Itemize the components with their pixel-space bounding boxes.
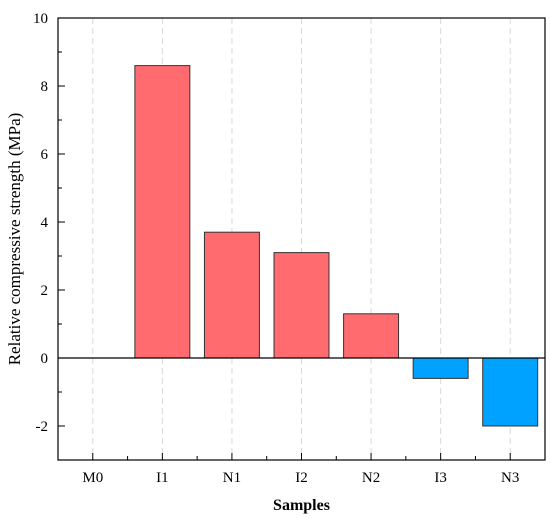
- y-axis-title: Relative compressive strength (MPa): [5, 113, 24, 366]
- y-tick-label: -2: [36, 419, 49, 435]
- y-tick-label: 6: [41, 147, 49, 163]
- bar-N1: [203, 231, 260, 359]
- x-tick-label-N1: N1: [223, 470, 241, 486]
- y-tick-label: 4: [41, 215, 49, 231]
- x-tick-label-I2: I2: [295, 470, 308, 486]
- x-tick-label-N2: N2: [362, 470, 380, 486]
- bar-N2: [343, 313, 400, 359]
- y-tick-label: 2: [41, 283, 49, 299]
- x-tick-label-I1: I1: [156, 470, 169, 486]
- y-tick-label: 10: [33, 11, 48, 27]
- x-axis-title: Samples: [273, 497, 330, 514]
- x-tick-label-N3: N3: [501, 470, 519, 486]
- bar-I2: [273, 252, 330, 359]
- bar-I3: [412, 357, 469, 379]
- bars-layer: [134, 65, 539, 427]
- y-axis: -2 0 2 4 6 8 10: [33, 11, 65, 461]
- y-tick-label: 0: [41, 351, 49, 367]
- bar-I1: [134, 65, 191, 359]
- bar-N3: [482, 357, 539, 427]
- x-tick-label-I3: I3: [434, 470, 447, 486]
- y-tick-label: 8: [41, 79, 49, 95]
- x-axis: M0 I1 N1 I2 N2 I3 N3: [82, 453, 519, 486]
- x-tick-label-M0: M0: [82, 470, 103, 486]
